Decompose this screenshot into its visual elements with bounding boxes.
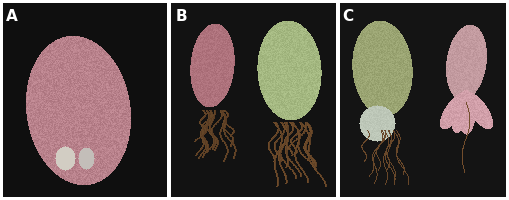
Text: C: C	[342, 9, 353, 24]
Text: A: A	[6, 9, 18, 24]
Text: B: B	[176, 9, 187, 24]
